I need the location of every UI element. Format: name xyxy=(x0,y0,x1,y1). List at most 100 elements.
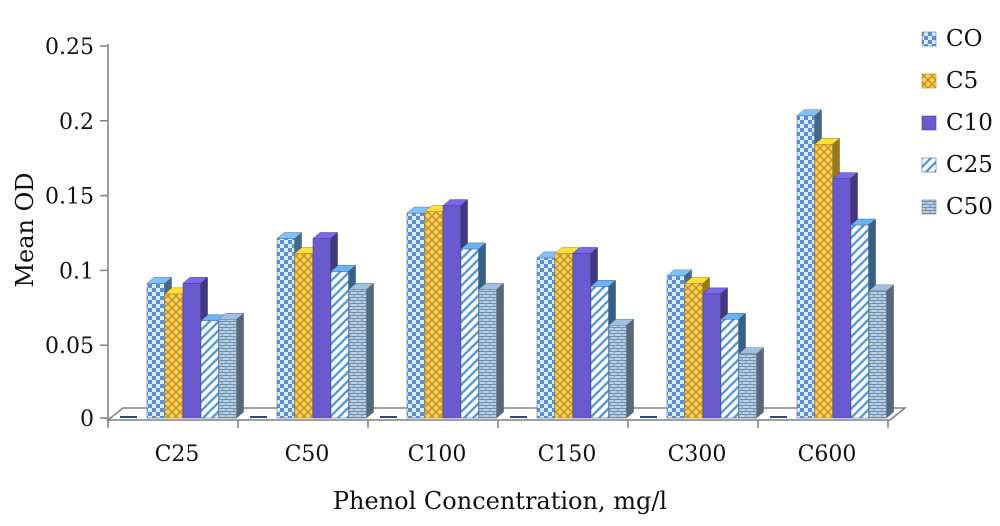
legend: CO C5 C10 C25 C50 xyxy=(921,26,993,220)
bar-C50-C150 xyxy=(608,318,635,419)
bar-top xyxy=(720,313,747,320)
y-tick-label: 0.05 xyxy=(45,334,94,359)
bar-top xyxy=(850,218,877,226)
y-tick-label: 0.1 xyxy=(59,259,94,284)
bar-top xyxy=(460,242,487,250)
bar-series xyxy=(120,109,895,419)
bar-top xyxy=(478,283,505,290)
x-axis-ticks: C25 C50 C100 C150 C300 C600 xyxy=(107,420,889,467)
bar-top xyxy=(814,137,841,145)
y-tick-label: 0 xyxy=(80,407,94,432)
x-tick-label: C25 xyxy=(155,442,200,467)
legend-item-C50: C50 xyxy=(921,194,993,220)
bar-front xyxy=(796,115,815,419)
bar-top xyxy=(702,287,729,295)
bar-front xyxy=(442,205,461,419)
bar-front xyxy=(832,178,851,419)
bar-front xyxy=(608,324,627,419)
legend-label: C10 xyxy=(946,110,993,136)
bar-C50-C300 xyxy=(738,347,765,419)
bar-front xyxy=(424,211,443,419)
plot-area: 0 0.05 0.1 0.15 0.2 0.25 C25 C50 C100 C150 C300 C6… xyxy=(45,35,908,467)
bar-top xyxy=(312,232,339,239)
bar-top xyxy=(182,277,209,284)
legend-label: CO xyxy=(946,26,982,52)
x-tick-label: C100 xyxy=(408,442,467,467)
bar-front xyxy=(146,283,165,419)
bar-front xyxy=(720,318,739,419)
bar-front xyxy=(294,253,313,419)
legend-item-CO: CO xyxy=(921,26,982,52)
legend-item-C10: C10 xyxy=(921,110,993,136)
bar-top xyxy=(666,269,693,277)
bar-top xyxy=(146,277,173,284)
bar-front xyxy=(478,289,497,419)
bar-top xyxy=(348,283,375,290)
bar-front xyxy=(460,248,479,419)
bar-top xyxy=(684,277,711,284)
bar-top xyxy=(738,347,765,354)
legend-item-C25: C25 xyxy=(921,152,993,178)
bar-top xyxy=(554,247,581,254)
bar-front xyxy=(554,253,573,419)
bar-front xyxy=(868,290,887,419)
bar-C50-C600 xyxy=(868,284,895,419)
bar-top xyxy=(330,265,357,272)
bar-side xyxy=(496,282,504,419)
legend-label: C5 xyxy=(946,68,978,94)
bar-front xyxy=(590,286,609,419)
x-axis-title: Phenol Concentration, mg/l xyxy=(333,487,667,515)
bar-front xyxy=(218,318,237,419)
legend-label: C50 xyxy=(946,194,993,220)
y-tick-label: 0.2 xyxy=(59,110,94,135)
bar-front xyxy=(536,257,555,419)
bar-side xyxy=(756,347,764,419)
y-axis-title: Mean OD xyxy=(11,172,39,287)
bar-top xyxy=(796,109,823,117)
bar-top xyxy=(572,247,599,254)
y-axis-ticks: 0 0.05 0.1 0.15 0.2 0.25 xyxy=(45,35,108,432)
bar-top xyxy=(832,172,859,179)
bar-front xyxy=(348,289,367,419)
bar-front xyxy=(276,238,295,419)
bar-front xyxy=(850,224,869,419)
bar-top xyxy=(276,232,303,239)
bar-front xyxy=(406,212,425,419)
bar-front xyxy=(182,283,201,419)
x-tick-label: C50 xyxy=(285,442,330,467)
legend-swatch xyxy=(921,73,937,89)
bar-top xyxy=(442,199,469,206)
bar-front xyxy=(312,238,331,419)
bar-C50-C50 xyxy=(348,282,375,419)
bar-front xyxy=(738,353,757,419)
bar-top xyxy=(590,280,617,287)
legend-swatch xyxy=(921,199,937,215)
bar-top xyxy=(608,318,635,326)
bar-side xyxy=(886,284,894,419)
bar-C50-C100 xyxy=(478,282,505,419)
legend-swatch xyxy=(921,31,937,47)
bar-front xyxy=(666,275,685,419)
bar-front xyxy=(702,293,721,419)
bar-front xyxy=(164,293,183,419)
bar-side xyxy=(626,318,634,419)
bar-front xyxy=(330,271,349,419)
bar-top xyxy=(868,284,895,292)
bar-front xyxy=(572,253,591,419)
y-tick-label: 0.25 xyxy=(45,35,94,60)
bar-front xyxy=(684,283,703,419)
legend-swatch xyxy=(921,157,937,173)
x-tick-label: C300 xyxy=(668,442,727,467)
x-tick-label: C600 xyxy=(798,442,857,467)
bar-side xyxy=(366,282,374,419)
bar-top xyxy=(218,313,245,320)
legend-item-C5: C5 xyxy=(921,68,978,94)
bar-side xyxy=(236,312,244,419)
y-tick-label: 0.15 xyxy=(45,185,94,210)
bar-front xyxy=(200,320,219,419)
x-tick-label: C150 xyxy=(538,442,597,467)
bar-C50-C25 xyxy=(218,312,245,419)
legend-label: C25 xyxy=(946,152,993,178)
bar-front xyxy=(814,143,833,419)
